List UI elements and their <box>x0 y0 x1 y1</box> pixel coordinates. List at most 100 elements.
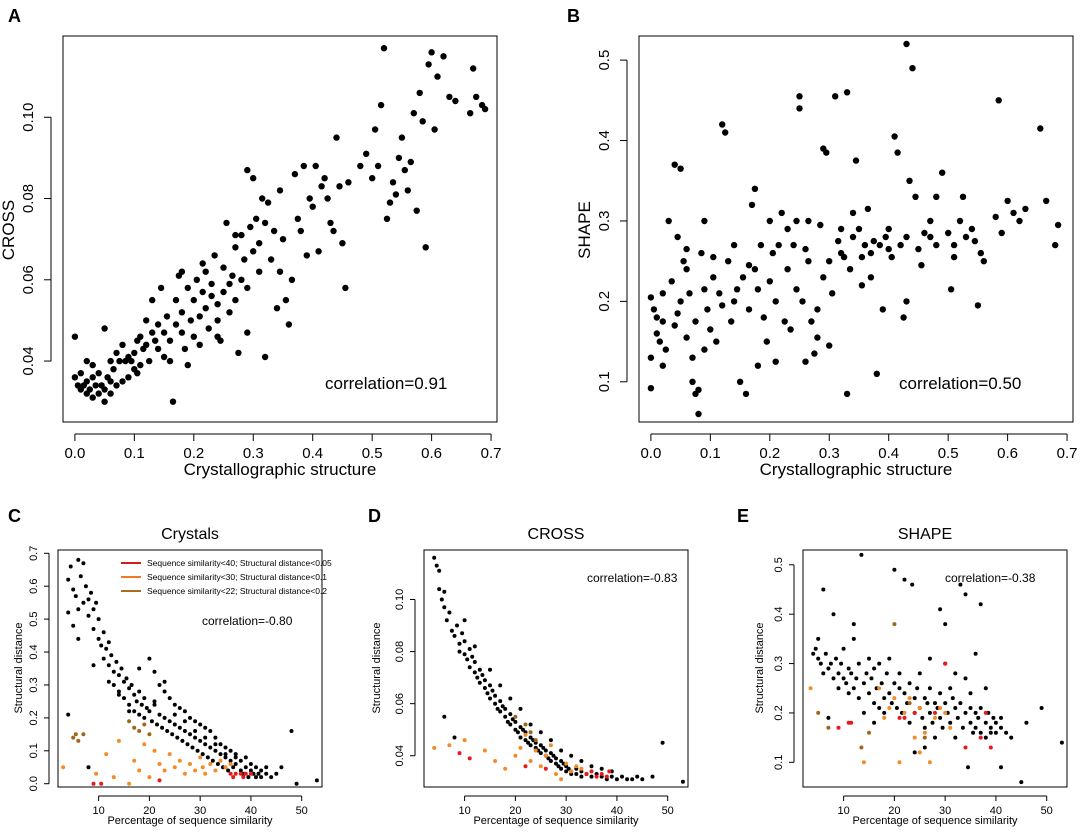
panel-c-point-orange <box>200 765 205 770</box>
panel-e-point-black <box>897 686 902 691</box>
panel-letter-b: B <box>567 6 580 26</box>
panel-c-point-black <box>104 646 109 651</box>
panel-d-point-black <box>498 699 503 704</box>
panel-d-point-black <box>472 670 477 675</box>
panel-d-point-black <box>546 756 551 761</box>
panel-b-point-black <box>766 278 773 285</box>
panel-e-point-red <box>836 725 841 730</box>
panel-a-point-black <box>300 162 307 170</box>
panel-d-point-black <box>650 774 655 779</box>
panel-d-point-orange <box>447 743 452 748</box>
panel-b-point-black <box>826 258 833 265</box>
panel-e-point-black <box>953 706 958 710</box>
panel-d-point-black <box>503 714 508 719</box>
panel-d-point-black <box>472 660 477 664</box>
panel-e-point-orange <box>912 735 917 740</box>
panel-e-point-red <box>933 710 937 715</box>
panel-b-point-black <box>858 282 866 289</box>
panel-a-point-black <box>434 73 441 80</box>
panel-e-point-black <box>912 696 917 701</box>
panel-b-point-black <box>903 233 910 241</box>
panel-c-point-black <box>246 775 251 780</box>
panel-b-point-black <box>867 274 875 281</box>
panel-b-point-black <box>956 217 964 225</box>
panel-b-point-black <box>897 241 904 249</box>
panel-b-point-black <box>677 298 684 305</box>
panel-a-point-black <box>208 280 215 288</box>
panel-e-point-black <box>826 666 831 671</box>
panel-c-y-tick-label: 0.7 <box>28 546 40 561</box>
panel-d-point-black <box>526 740 531 745</box>
panel-a-x-tick-label: 0.3 <box>243 445 264 462</box>
panel-c-point-orange <box>127 781 132 786</box>
panel-a-point-black <box>226 280 233 288</box>
panel-e-point-red <box>978 735 983 740</box>
panel-b-point-black <box>722 129 729 136</box>
panel-e-point-black <box>912 750 917 755</box>
panel-a-point-black <box>113 349 120 357</box>
panel-e-x-tick-label: 40 <box>990 805 1002 817</box>
panel-c-x-axis: 10 20 30 40 50 <box>92 795 308 817</box>
panel-c-point-black <box>106 679 111 684</box>
panel-d-point-red <box>594 774 599 779</box>
panel-b-point-black <box>796 105 803 112</box>
panel-a-x-axis: 0.0 0.1 0.2 0.3 0.4 0.5 0.6 0.7 <box>64 433 501 462</box>
panel-c-y-tick-label: 0.4 <box>28 644 40 659</box>
panel-d-point-black <box>521 727 525 732</box>
panel-a-point-black <box>256 268 263 275</box>
panel-e-point-black <box>983 686 988 691</box>
panel-e-point-black <box>861 681 866 686</box>
panel-e-point-black <box>973 651 978 656</box>
panel-c-point-black <box>76 636 81 641</box>
legend-label-orange: Sequence similarity<30; Structural dista… <box>147 572 327 582</box>
panel-b-point-black <box>695 410 702 418</box>
panel-d-point-black <box>475 675 480 680</box>
panel-c-point-black <box>94 600 99 605</box>
panel-b-point-black <box>686 290 693 297</box>
panel-c-point-black <box>259 775 264 780</box>
panel-c-point-black <box>86 765 91 770</box>
panel-b-point-black <box>903 40 910 48</box>
panel-e-point-red <box>943 661 948 666</box>
panel-a-x-tick-label: 0.6 <box>421 445 442 462</box>
panel-c-point-orange <box>167 752 172 757</box>
panel-b-point-black <box>1037 125 1044 132</box>
panel-c-point-brown <box>142 722 147 727</box>
panel-a-point-black <box>357 162 364 170</box>
panel-b-point-black <box>701 286 708 293</box>
panel-d-point-black <box>579 759 584 763</box>
panel-e-point-black <box>861 710 866 715</box>
panel-e-point-orange <box>907 696 912 701</box>
panel-d-point-black <box>548 738 553 743</box>
panel-d-x-axis: 10 20 30 40 50 <box>458 795 674 817</box>
panel-d-point-black <box>569 753 574 758</box>
panel-c-point-black <box>226 768 231 773</box>
panel-c-point-black <box>101 630 106 635</box>
panel-d-point-black <box>513 727 518 732</box>
panel-e-point-black <box>867 656 871 661</box>
panel-c-point-black <box>172 722 177 727</box>
panel-e-x-axis: 10 20 30 40 50 <box>837 795 1053 817</box>
panel-a-point-black <box>107 390 114 397</box>
panel-e-point-red <box>897 715 902 720</box>
panel-c-point-black <box>99 643 104 648</box>
panel-d-point-black <box>513 719 518 724</box>
panel-d-point-black <box>493 693 498 698</box>
panel-e-point-black <box>933 735 937 740</box>
panel-e-point-red <box>902 715 907 720</box>
panel-c-point-black <box>66 610 71 615</box>
panel-e-point-black <box>958 582 963 587</box>
panel-c-point-red <box>248 771 253 776</box>
panel-a-point-black <box>154 345 162 353</box>
panel-b-point-black <box>772 298 779 305</box>
panel-e-x-tick-label: 20 <box>888 805 900 817</box>
panel-a-point-black <box>178 329 186 336</box>
panel-a-point-black <box>232 231 239 239</box>
panel-b-point-black <box>900 314 907 321</box>
panel-e-y-tick-label: 0.5 <box>773 557 785 572</box>
panel-b-point-black <box>826 342 833 349</box>
panel-a-point-black <box>146 357 153 365</box>
panel-a-x-tick-label: 0.2 <box>183 445 204 462</box>
panel-c-point-black <box>203 742 208 747</box>
panel-e-point-orange <box>922 730 927 735</box>
